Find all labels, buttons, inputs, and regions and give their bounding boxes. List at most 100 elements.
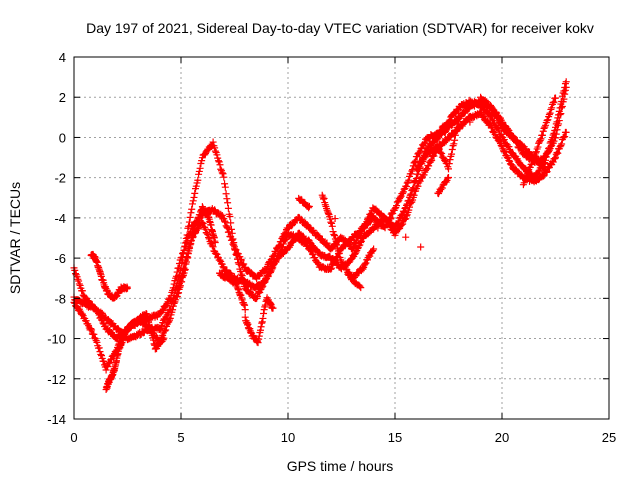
data-point xyxy=(187,209,195,217)
data-point xyxy=(370,245,378,253)
data-point xyxy=(402,183,410,191)
data-point xyxy=(362,259,370,267)
data-point xyxy=(479,103,487,111)
data-point xyxy=(445,173,452,181)
data-point xyxy=(520,179,528,187)
data-point xyxy=(203,229,211,237)
data-point xyxy=(224,204,232,212)
data-point xyxy=(328,219,336,227)
data-point xyxy=(234,285,242,293)
data-point xyxy=(555,107,563,115)
data-point xyxy=(331,215,339,223)
data-point xyxy=(451,131,459,139)
data-point xyxy=(75,277,83,285)
data-point xyxy=(399,220,407,228)
data-point xyxy=(223,223,231,231)
data-point xyxy=(541,123,549,131)
data-point xyxy=(179,272,187,280)
data-point xyxy=(226,213,234,221)
data-point xyxy=(190,193,198,201)
data-point xyxy=(374,224,382,232)
data-point xyxy=(276,248,284,256)
data-point xyxy=(547,105,555,113)
data-point xyxy=(324,209,332,217)
plot-frame xyxy=(73,56,610,420)
data-point xyxy=(558,140,566,148)
data-point xyxy=(500,147,508,155)
data-point xyxy=(327,265,335,273)
data-point xyxy=(446,116,454,124)
y-tick-label: -4 xyxy=(54,211,66,226)
data-point xyxy=(195,167,203,175)
data-point xyxy=(189,197,197,205)
data-point xyxy=(386,221,394,229)
data-point xyxy=(453,124,461,132)
series-track-4 xyxy=(87,93,549,347)
data-point xyxy=(87,325,95,333)
data-point xyxy=(232,246,240,254)
data-point xyxy=(201,223,209,231)
data-point xyxy=(237,256,245,264)
data-point xyxy=(196,164,204,172)
data-point xyxy=(217,165,225,173)
data-point xyxy=(561,83,569,91)
data-point xyxy=(275,242,283,250)
data-point xyxy=(149,336,157,344)
data-point xyxy=(397,221,405,229)
data-point xyxy=(506,160,514,168)
data-point xyxy=(255,332,263,340)
data-point xyxy=(104,316,112,324)
data-point xyxy=(256,289,264,297)
data-point xyxy=(158,322,166,330)
data-point xyxy=(78,287,86,295)
data-point xyxy=(221,217,229,225)
data-point xyxy=(146,323,154,331)
data-point xyxy=(260,309,268,317)
data-point xyxy=(97,350,105,358)
y-tick-label: 2 xyxy=(59,90,66,105)
data-point xyxy=(146,326,154,334)
data-point xyxy=(556,104,564,112)
data-point xyxy=(227,233,235,241)
data-point xyxy=(550,98,558,106)
data-point xyxy=(169,284,177,292)
data-point xyxy=(88,326,96,334)
data-point xyxy=(438,184,446,192)
data-point xyxy=(254,339,262,347)
data-point xyxy=(554,114,562,122)
y-tick-label: -6 xyxy=(54,251,66,266)
data-point xyxy=(331,232,339,240)
data-point xyxy=(414,182,422,190)
data-point xyxy=(258,319,266,327)
data-point xyxy=(541,164,549,172)
data-point xyxy=(331,258,339,266)
data-point xyxy=(74,275,82,283)
data-point xyxy=(448,146,456,154)
data-point xyxy=(394,225,402,233)
data-point xyxy=(233,280,241,288)
data-point xyxy=(458,122,466,130)
data-point xyxy=(181,265,189,273)
data-point xyxy=(545,111,553,119)
data-point xyxy=(393,202,401,210)
data-point xyxy=(256,326,264,334)
data-point xyxy=(505,156,513,164)
data-point xyxy=(549,158,557,166)
data-point xyxy=(335,249,343,257)
data-point xyxy=(75,280,83,288)
x-tick-label: 15 xyxy=(388,430,402,445)
data-point xyxy=(71,266,79,274)
data-point xyxy=(220,173,228,181)
data-point xyxy=(439,153,447,161)
data-point xyxy=(211,239,219,247)
data-point xyxy=(172,296,180,304)
data-point xyxy=(162,301,170,309)
data-point xyxy=(142,310,150,318)
data-point xyxy=(187,236,195,244)
data-point xyxy=(185,218,193,226)
data-point xyxy=(350,234,358,242)
data-point xyxy=(357,237,365,245)
data-point xyxy=(546,139,554,147)
data-point xyxy=(445,165,452,173)
data-point xyxy=(169,306,177,314)
